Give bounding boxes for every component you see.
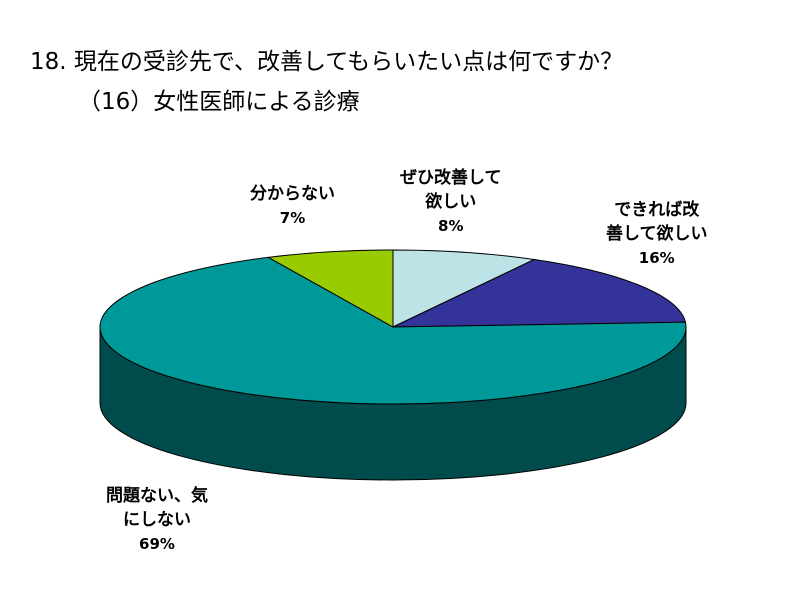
pie-slice-strongly-want [392,249,536,328]
pie-slice-dont-know [266,249,394,328]
slice-label-want-if-possible: できれば改 善して欲しい 16% [606,200,708,267]
pie-top-faces [99,249,687,405]
slice-label-no-problem: 問題ない、気 にしない 69% [106,486,208,553]
pie-slice-want-if-possible [392,259,687,328]
chart-title-line2: （16）女性医師による診療 [78,89,360,115]
chart-title-line1: 18. 現在の受診先で、改善してもらいたい点は何ですか？ [30,49,624,75]
slice-label-dont-know: 分からない 7% [250,184,335,227]
pie-slice-no-problem [99,256,687,405]
slice-label-strongly-want: ぜひ改善して 欲しい 8% [400,168,502,235]
